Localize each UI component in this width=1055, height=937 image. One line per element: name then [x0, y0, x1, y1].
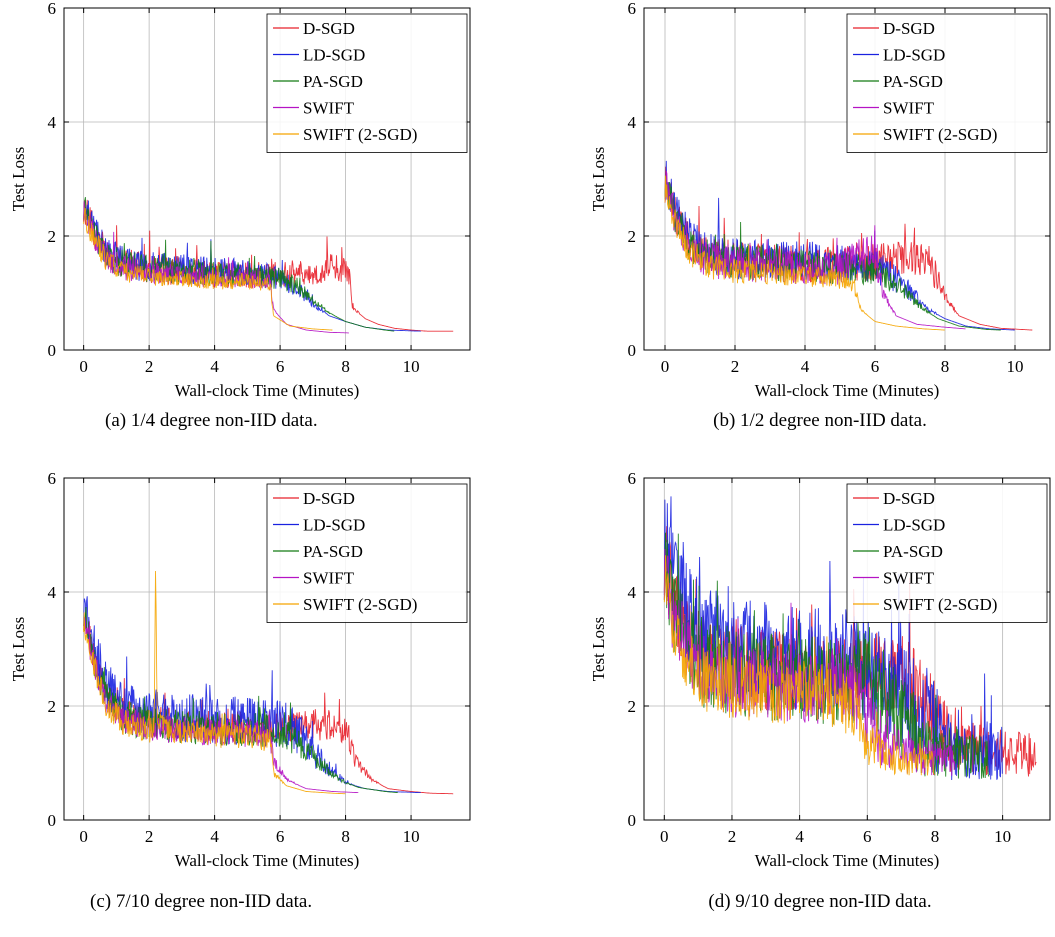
caption-c: (c) 7/10 degree non-IID data. — [90, 891, 313, 912]
series-line — [663, 496, 1003, 781]
caption-d: (d) 9/10 degree non-IID data. — [708, 891, 932, 912]
y-tick-label: 2 — [48, 697, 57, 716]
legend-label: SWIFT — [883, 99, 935, 118]
series-line — [663, 555, 935, 776]
chart-b: 0 2 4 6 8 10 0 2 4 6 Wall-clock Time (Minutes) Test… — [589, 0, 1051, 400]
x-tick-label: 8 — [341, 357, 350, 376]
legend-label: SWIFT (2-SGD) — [303, 125, 417, 144]
x-tick-label: 6 — [871, 357, 880, 376]
legend-label: D-SGD — [883, 19, 935, 38]
legend-label: LD-SGD — [883, 46, 945, 65]
x-tick-label: 2 — [728, 827, 737, 846]
y-tick-label: 4 — [48, 113, 57, 132]
x-tick-label: 4 — [801, 357, 810, 376]
x-tick-label: 0 — [661, 357, 670, 376]
legend-label: D-SGD — [303, 19, 355, 38]
legend-label: D-SGD — [303, 489, 355, 508]
y-tick-label: 4 — [628, 113, 637, 132]
y-axis-label: Test Loss — [9, 147, 28, 211]
legend-label: SWIFT — [303, 99, 355, 118]
x-tick-label: 0 — [79, 827, 88, 846]
series-line — [83, 207, 333, 331]
legend-box — [846, 13, 1048, 153]
y-axis-label: Test Loss — [589, 617, 608, 681]
x-tick-label: 2 — [145, 357, 154, 376]
y-tick-label: 2 — [628, 227, 637, 246]
legend-label: LD-SGD — [303, 46, 365, 65]
x-tick-label: 2 — [731, 357, 740, 376]
y-tick-label: 6 — [48, 0, 57, 18]
legend-label: D-SGD — [883, 489, 935, 508]
y-axis-label: Test Loss — [9, 617, 28, 681]
x-axis-label: Wall-clock Time (Minutes) — [755, 851, 940, 870]
y-tick-label: 6 — [48, 469, 57, 488]
y-tick-label: 6 — [628, 0, 637, 18]
axes-frame — [643, 477, 1051, 821]
y-tick-label: 0 — [628, 341, 637, 360]
series-line — [664, 170, 966, 330]
x-tick-label: 10 — [403, 357, 420, 376]
series-line — [83, 596, 421, 794]
x-tick-label: 8 — [341, 827, 350, 846]
caption-a: (a) 1/4 degree non-IID data. — [105, 410, 318, 431]
chart-a: 0 2 4 6 8 10 0 2 4 6 Wall-clock Time (Minutes) Test… — [9, 0, 471, 400]
chart-c: 0 2 4 6 8 10 0 2 4 6 Wall-clock Time (Minutes) Test… — [9, 469, 471, 870]
y-axis-label: Test Loss — [589, 147, 608, 211]
legend-label: SWIFT — [303, 569, 355, 588]
caption-b: (b) 1/2 degree non-IID data. — [713, 410, 927, 431]
x-tick-label: 2 — [145, 827, 154, 846]
legend-label: PA-SGD — [883, 72, 943, 91]
legend-box — [266, 13, 468, 153]
x-tick-label: 4 — [210, 827, 219, 846]
legend-box — [266, 483, 468, 623]
series-line — [83, 201, 349, 334]
x-axis-label: Wall-clock Time (Minutes) — [175, 851, 360, 870]
x-tick-label: 4 — [795, 827, 804, 846]
y-tick-label: 6 — [628, 469, 637, 488]
legend-label: PA-SGD — [883, 542, 943, 561]
series-line — [83, 617, 359, 794]
x-tick-label: 10 — [994, 827, 1011, 846]
x-tick-label: 4 — [210, 357, 219, 376]
x-tick-label: 0 — [660, 827, 669, 846]
y-tick-label: 2 — [48, 227, 57, 246]
y-tick-label: 4 — [628, 583, 637, 602]
axes-frame — [643, 7, 1051, 351]
legend-label: SWIFT (2-SGD) — [303, 595, 417, 614]
x-tick-label: 0 — [79, 357, 88, 376]
series-line — [664, 166, 1033, 331]
legend-label: PA-SGD — [303, 72, 363, 91]
legend-label: PA-SGD — [303, 542, 363, 561]
x-axis-label: Wall-clock Time (Minutes) — [755, 381, 940, 400]
axes-frame — [63, 477, 471, 821]
legend-label: LD-SGD — [883, 516, 945, 535]
chart-d: 0 2 4 6 8 10 0 2 4 6 Wall-clock Time (Minutes) Test… — [589, 469, 1051, 870]
x-tick-label: 6 — [863, 827, 872, 846]
y-tick-label: 4 — [48, 583, 57, 602]
x-axis-label: Wall-clock Time (Minutes) — [175, 381, 360, 400]
x-tick-label: 10 — [1007, 357, 1024, 376]
legend-label: SWIFT — [883, 569, 935, 588]
legend-label: LD-SGD — [303, 516, 365, 535]
axes-frame — [63, 7, 471, 351]
x-tick-label: 6 — [276, 357, 285, 376]
y-tick-label: 0 — [48, 341, 57, 360]
series-line — [83, 570, 346, 795]
x-tick-label: 10 — [403, 827, 420, 846]
y-tick-label: 2 — [628, 697, 637, 716]
x-tick-label: 8 — [931, 827, 940, 846]
legend-box — [846, 483, 1048, 623]
legend-label: SWIFT (2-SGD) — [883, 125, 997, 144]
x-tick-label: 6 — [276, 827, 285, 846]
y-tick-label: 0 — [48, 811, 57, 830]
x-tick-label: 8 — [941, 357, 950, 376]
legend-label: SWIFT (2-SGD) — [883, 595, 997, 614]
series-line — [664, 175, 945, 331]
y-tick-label: 0 — [628, 811, 637, 830]
